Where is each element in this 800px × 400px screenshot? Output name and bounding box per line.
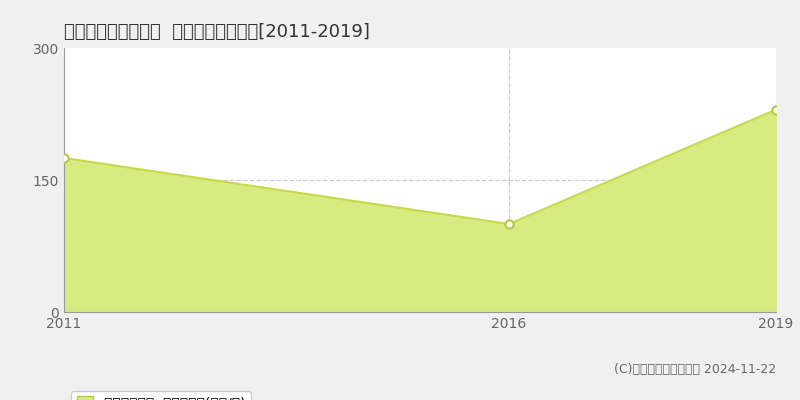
Legend: 収益物件価格  平均嵪単価(万円/嵪): 収益物件価格 平均嵪単価(万円/嵪) xyxy=(71,391,251,400)
Text: (C)土地価格ドットコム 2024-11-22: (C)土地価格ドットコム 2024-11-22 xyxy=(614,363,776,376)
Point xyxy=(58,155,70,161)
Text: 相模原市緑区大山町  収益物件価格推移[2011-2019]: 相模原市緑区大山町 収益物件価格推移[2011-2019] xyxy=(64,23,370,41)
Point xyxy=(770,106,782,113)
Point xyxy=(502,221,515,227)
